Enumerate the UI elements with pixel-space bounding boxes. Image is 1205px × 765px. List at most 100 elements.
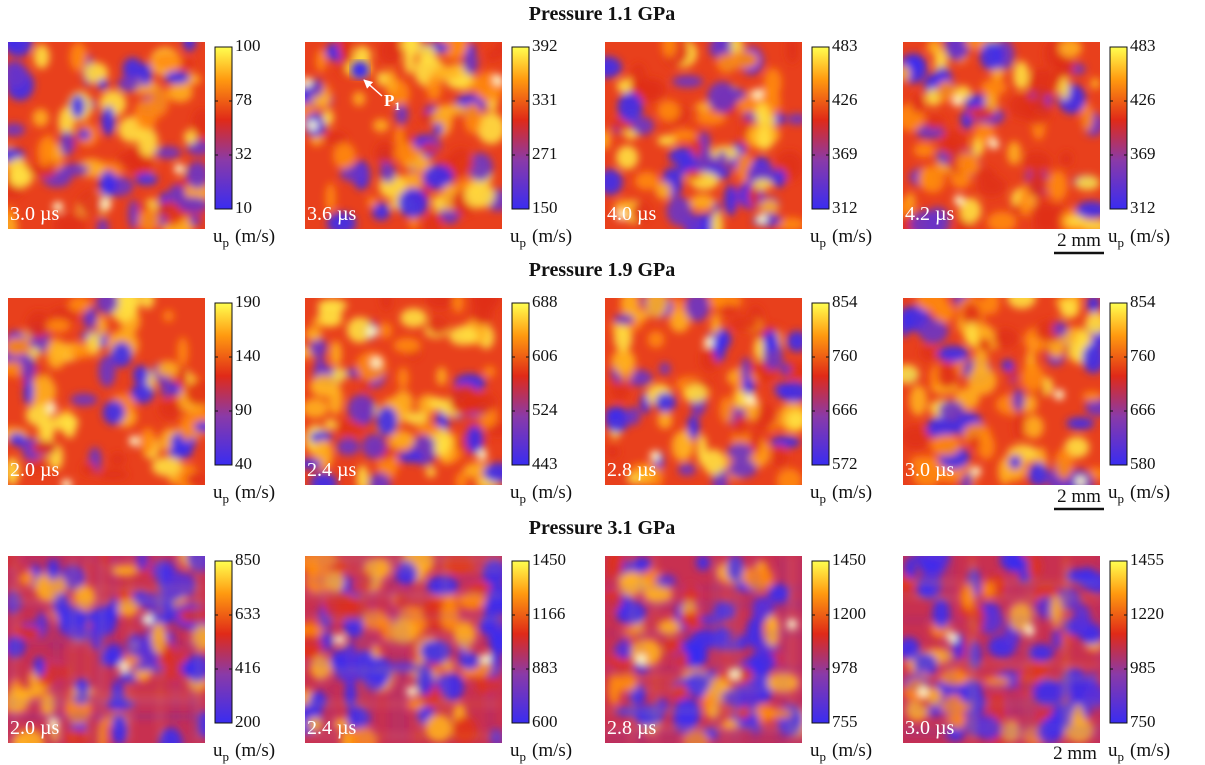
blob [1084,397,1100,417]
heatmap-blobs [903,556,1100,743]
blob [1027,68,1059,98]
blob [397,187,428,219]
streak [903,618,1100,621]
colorbar-label: up (m/s) [810,740,872,764]
hot-spot [1075,476,1086,485]
blob [980,79,1008,96]
blob [403,411,430,425]
blob [780,362,791,377]
colorbar-tick-label: 416 [235,658,261,677]
blob [8,215,18,229]
blob [766,615,777,629]
colorbar-tick-label: 572 [832,454,858,473]
blob [1060,151,1073,167]
colorbar-label-subscript: p [820,749,827,764]
blob [70,94,85,119]
blob [25,404,52,427]
blob [762,330,779,352]
streak [305,557,502,560]
colorbar-label-unit: (m/s) [532,482,572,503]
blob [178,608,205,624]
blob [920,344,939,361]
streak [489,556,492,743]
blob [8,457,20,485]
blob [427,317,449,336]
colorbar-label: up (m/s) [1108,740,1170,764]
blob [1023,415,1044,439]
heatmap [605,42,802,229]
blob [305,326,322,342]
streak [175,556,178,743]
time-label: 4.0 µs [607,203,657,225]
colorbar-tick-label: 392 [532,36,558,55]
blob [988,693,1006,724]
hot-spot [52,201,63,212]
streak [305,661,502,664]
colorbar-label: up (m/s) [1108,482,1170,506]
blob [473,298,500,312]
blob [37,137,53,168]
blob [452,716,477,743]
blob [643,584,673,604]
blob [184,380,205,406]
blob [959,197,982,224]
streak [903,735,1100,738]
blob [666,196,692,226]
blob [917,560,943,573]
heatmap [903,42,1100,229]
blob [78,190,106,217]
blob [436,367,447,386]
streak [197,556,200,743]
hot-spot [307,120,318,131]
colorbar-label-unit: (m/s) [532,740,572,761]
blob [336,419,365,438]
blob [1032,201,1054,226]
blob [96,298,119,315]
blob [346,317,373,343]
blob [344,642,358,669]
blob [967,366,997,396]
time-label: 2.0 µs [10,717,60,739]
blob [75,678,91,697]
streak [8,713,205,716]
colorbar-tick-label: 150 [532,198,558,217]
blob [918,318,949,344]
hot-spot [406,686,417,697]
blob [393,337,421,353]
scale-bar-label: 2 mm [1057,486,1101,507]
blob [729,50,759,69]
blob [168,184,186,205]
annotation-arrow [363,79,383,97]
colorbar-tick-label: 985 [1130,658,1156,677]
blob [917,583,935,599]
blob [333,718,350,730]
streak [972,556,975,743]
blob [8,168,34,188]
blob [98,170,117,197]
colorbar-tick-label: 580 [1130,454,1156,473]
hot-spot [988,138,999,149]
blob [607,556,623,579]
colorbar-tick-label: 1220 [1130,604,1164,623]
blob [29,375,57,408]
blob [912,461,942,485]
colorbar-tick-label: 483 [832,36,858,55]
blob [1059,299,1078,319]
streak [305,735,502,738]
heatmap [8,556,205,743]
streak [305,592,502,595]
streak [305,618,502,621]
hot-spot [947,632,958,643]
blob [684,383,707,403]
blob [33,656,46,678]
hot-spot [703,337,714,348]
blob [913,142,935,158]
blob [379,163,397,183]
blob [735,635,748,651]
streak [605,734,802,737]
streak [630,556,633,743]
hot-spot [649,450,660,461]
blob [419,639,452,664]
blob [330,340,342,367]
blob [483,597,502,617]
